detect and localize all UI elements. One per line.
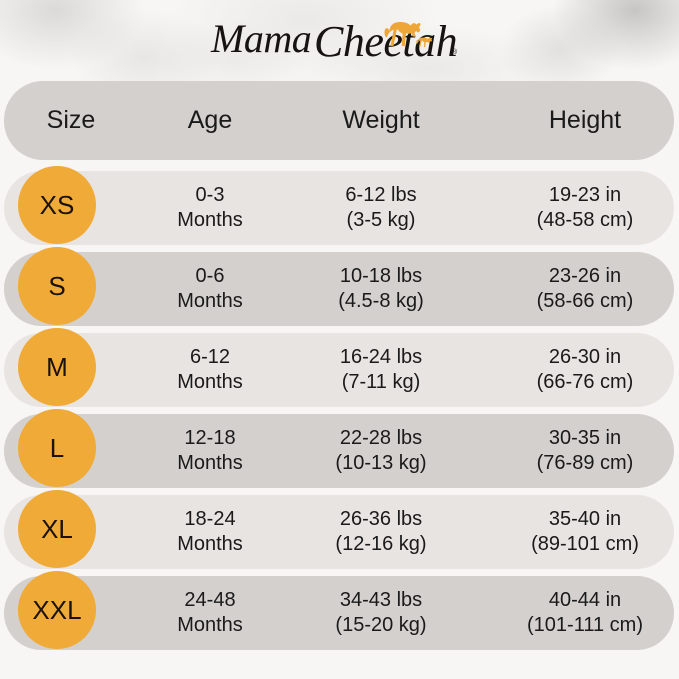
svg-text:®: ® [452, 48, 458, 56]
svg-text:Mama: Mama [210, 16, 311, 61]
svg-text:Cheetah: Cheetah [314, 17, 457, 66]
